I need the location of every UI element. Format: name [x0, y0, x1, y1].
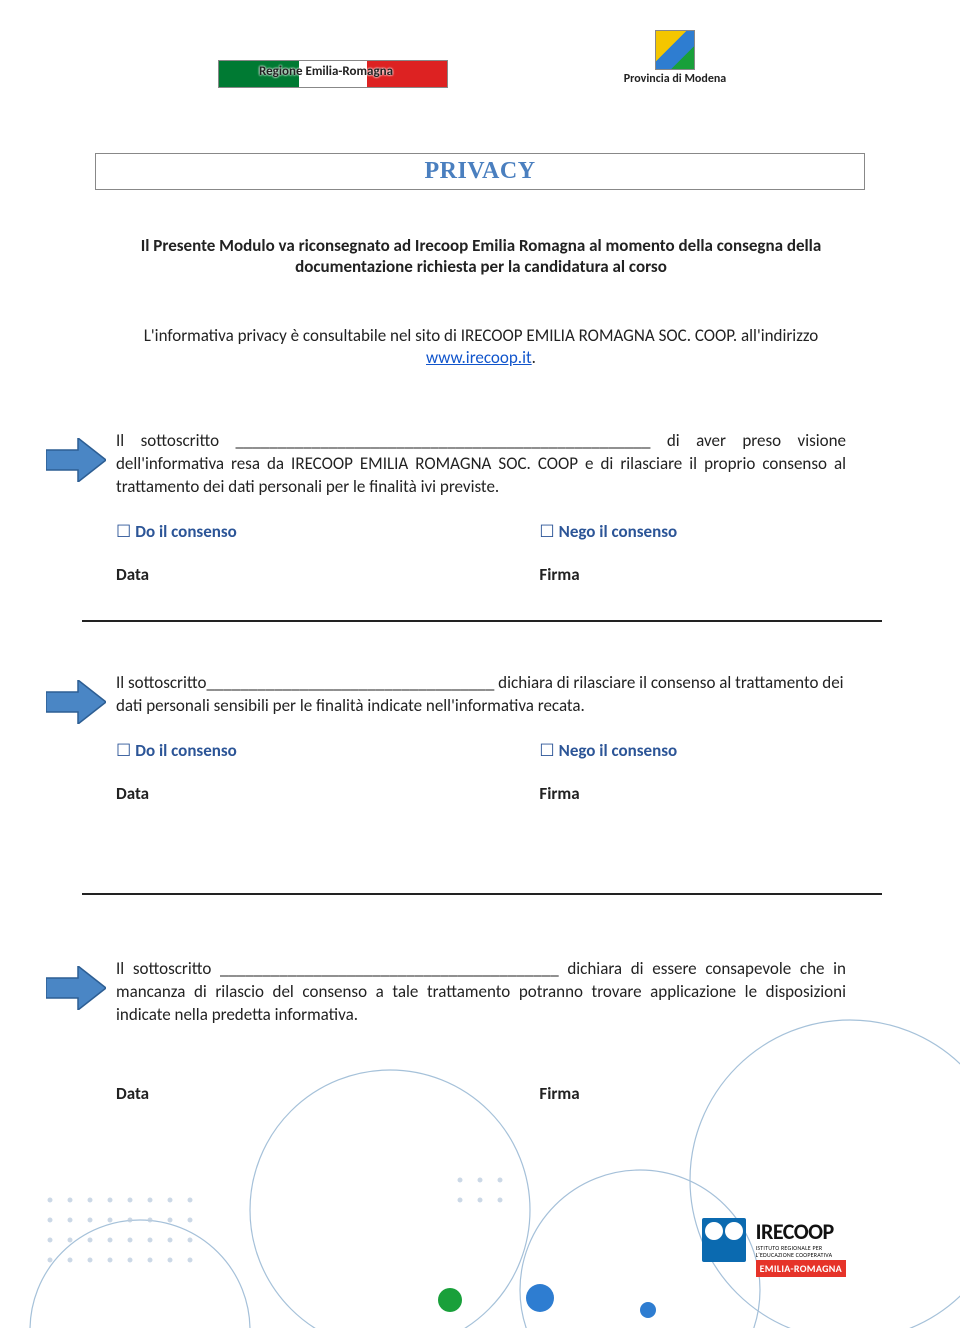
checkbox-icon: ☐ [539, 741, 554, 760]
logo-right-text: Provincia di Modena [615, 72, 735, 86]
logo-irecoop: IRECOOP ISTITUTO REGIONALE PER L'EDUCAZI… [702, 1218, 902, 1288]
page-title: PRIVACY [424, 158, 535, 184]
footer-sub2: L'EDUCAZIONE COOPERATIVA [756, 1252, 846, 1259]
firma-label-2: Firma [539, 783, 846, 806]
footer-region: EMILIA-ROMAGNA [756, 1260, 846, 1277]
section-3-text: Il sottoscritto ________________________… [116, 958, 846, 1027]
title-box: PRIVACY [95, 153, 865, 190]
irecoop-icon [702, 1218, 746, 1262]
privacy-link[interactable]: www.irecoop.it [426, 347, 532, 368]
background-decor [0, 0, 960, 1328]
arrow-right-icon [46, 438, 106, 482]
data-firma-row-3: Data Firma [116, 1083, 846, 1106]
data-label-3: Data [116, 1083, 539, 1106]
consent-row-2: ☐Do il consenso ☐Nego il consenso [116, 740, 846, 763]
data-firma-row-1: Data Firma [116, 564, 846, 587]
logo-left-text: Regione Emilia-Romagna [259, 64, 393, 79]
data-firma-row-2: Data Firma [116, 783, 846, 806]
intro-link-pre: L'informativa privacy è consultabile nel… [144, 325, 818, 346]
arrow-right-icon [46, 680, 106, 724]
section-2-text: Il sottoscritto_________________________… [116, 672, 846, 718]
checkbox-icon: ☐ [539, 522, 554, 541]
divider-1 [82, 620, 882, 622]
data-label-2: Data [116, 783, 539, 806]
intro-bold: Il Presente Modulo va riconsegnato ad Ir… [116, 235, 846, 278]
shield-icon [655, 30, 695, 70]
checkbox-nego-consenso-1[interactable]: ☐ Nego il consenso [539, 521, 846, 544]
data-label-1: Data [116, 564, 539, 587]
checkbox-icon: ☐ [116, 741, 131, 760]
section-1: Il sottoscritto ________________________… [116, 430, 846, 587]
consent-row-1: ☐Do il consenso ☐Nego il consenso [116, 521, 846, 544]
do-label: Do il consenso [135, 740, 237, 761]
divider-2 [82, 893, 882, 895]
footer-brand: IRECOOP [756, 1218, 846, 1245]
intro-link-post: . [532, 347, 536, 368]
checkbox-do-consenso-2[interactable]: ☐Do il consenso [116, 740, 539, 763]
firma-label-1: Firma [539, 564, 846, 587]
intro-link-line: L'informativa privacy è consultabile nel… [116, 325, 846, 369]
nego-label: Nego il consenso [559, 521, 678, 542]
arrow-right-icon [46, 966, 106, 1010]
section-3: Il sottoscritto ________________________… [116, 958, 846, 1106]
do-label: Do il consenso [135, 521, 237, 542]
nego-label: Nego il consenso [559, 740, 678, 761]
logo-provincia-modena: Provincia di Modena [615, 30, 735, 86]
firma-label-3: Firma [539, 1083, 846, 1106]
section-2: Il sottoscritto_________________________… [116, 672, 846, 806]
checkbox-nego-consenso-2[interactable]: ☐ Nego il consenso [539, 740, 846, 763]
page-header: Regione Emilia-Romagna Provincia di Mode… [0, 20, 960, 110]
checkbox-do-consenso-1[interactable]: ☐Do il consenso [116, 521, 539, 544]
section-1-text: Il sottoscritto ________________________… [116, 430, 846, 499]
logo-regione-emilia-romagna: Regione Emilia-Romagna [218, 60, 448, 88]
checkbox-icon: ☐ [116, 522, 131, 541]
